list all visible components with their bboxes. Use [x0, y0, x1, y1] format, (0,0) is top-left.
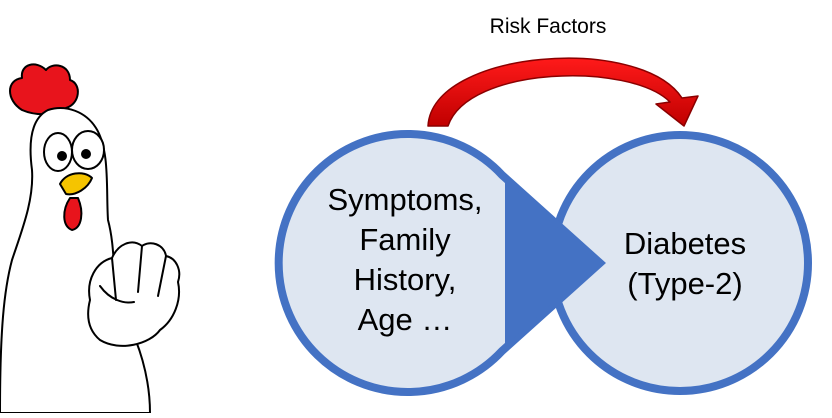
chicken-pointing-hand [87, 241, 181, 347]
left-node-line: Age … [357, 302, 453, 337]
left-node-text: Symptoms, Family History, Age … [300, 180, 510, 340]
chicken-pointing-icon [0, 63, 181, 414]
chicken-wattle [63, 197, 83, 231]
chicken-comb [9, 63, 79, 116]
left-node-pointer [505, 180, 596, 346]
chicken-eye-left [43, 132, 73, 172]
arrow-label: Risk Factors [489, 15, 607, 38]
right-node-line: Diabetes [623, 226, 747, 261]
chicken-beak [59, 172, 93, 196]
left-node-line: Family [359, 222, 451, 257]
left-node-line: Symptoms, [327, 182, 483, 217]
risk-arrow [427, 57, 699, 127]
left-node-line: History, [353, 262, 457, 297]
right-node-line: (Type-2) [627, 266, 743, 301]
right-node-text: Diabetes (Type-2) [580, 224, 790, 304]
